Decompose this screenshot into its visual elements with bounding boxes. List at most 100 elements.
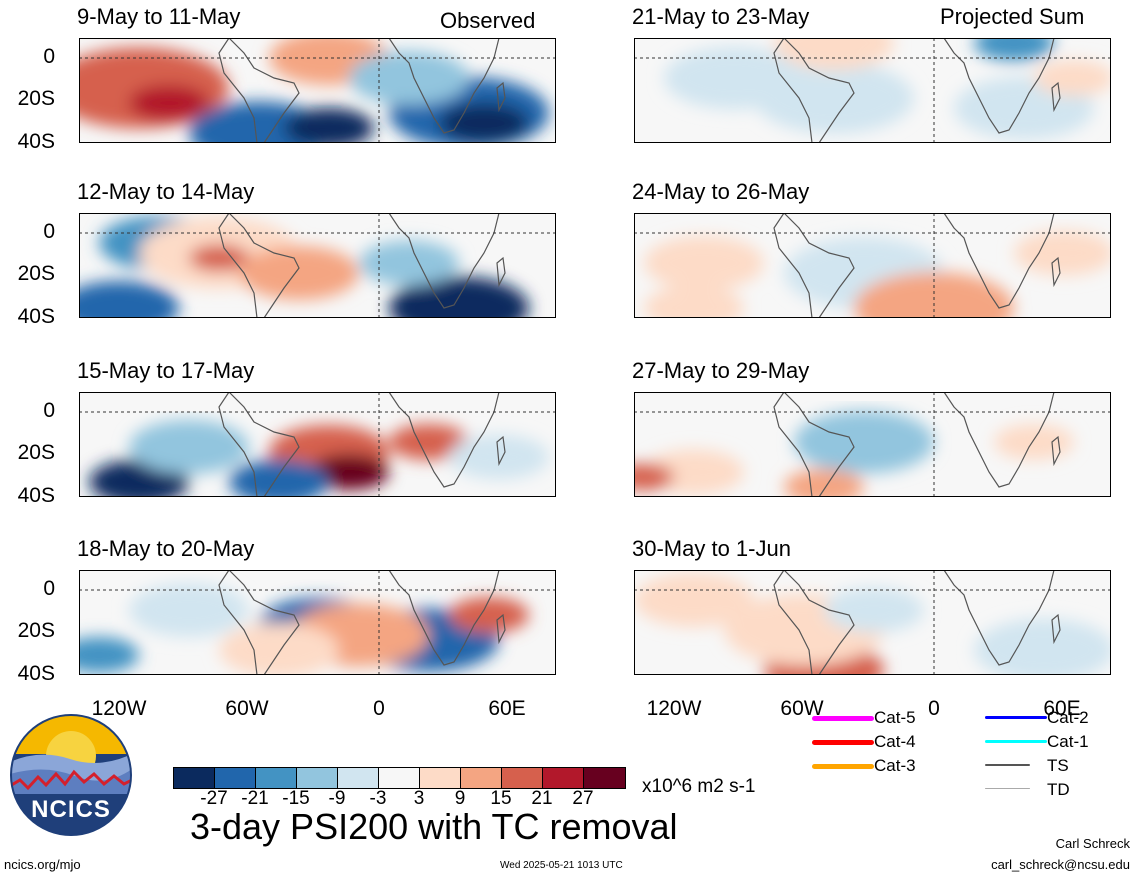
y-tick-label: 0	[43, 45, 55, 68]
anomaly-contour	[634, 463, 674, 491]
map-panel	[79, 392, 556, 497]
anomaly-contour	[974, 618, 1111, 675]
madagascar-coastline	[1051, 435, 1061, 467]
madagascar-coastline	[1051, 613, 1061, 645]
map-panel	[634, 213, 1111, 318]
footer-timestamp: Wed 2025-05-21 1013 UTC	[500, 860, 623, 871]
map-panel	[634, 392, 1111, 497]
madagascar-coastline	[496, 613, 506, 645]
anomaly-contour	[219, 623, 339, 675]
africa-coastline	[943, 392, 1055, 488]
anomaly-contour	[439, 102, 529, 143]
projected-header: Projected Sum	[940, 4, 1085, 29]
anomaly-contour	[1014, 230, 1111, 276]
colorbar-swatch	[379, 768, 420, 788]
tc-legend-swatch	[812, 764, 874, 769]
colorbar-swatch	[338, 768, 379, 788]
tc-legend-label: Cat-3	[874, 756, 916, 775]
ncics-logo[interactable]: NCICS	[10, 714, 132, 836]
anomaly-contour	[239, 246, 359, 300]
colorbar-tick-label: -27	[200, 788, 228, 809]
colorbar-tick-label: -21	[241, 788, 269, 809]
anomaly-contour	[309, 454, 389, 490]
footer-author: Carl Schreck	[1055, 836, 1130, 851]
tc-legend-label: Cat-1	[1047, 732, 1089, 751]
colorbar-swatch	[584, 768, 625, 788]
colorbar-swatch	[461, 768, 502, 788]
colorbar-tick-label: 3	[413, 788, 425, 809]
madagascar-coastline	[1051, 256, 1061, 288]
madagascar-coastline	[496, 256, 506, 288]
anomaly-contour	[974, 38, 1054, 61]
tc-legend-swatch	[812, 716, 874, 721]
anomaly-contour	[754, 62, 914, 134]
panel-title: 27-May to 29-May	[632, 358, 810, 383]
map-panel	[79, 570, 556, 675]
colorbar-tick-label: 21	[531, 788, 553, 809]
tc-legend-swatch	[985, 788, 1030, 789]
y-tick-label: 40S	[17, 662, 55, 685]
panel-title: 9-May to 11-May	[77, 4, 241, 29]
anomaly-contour	[774, 38, 894, 70]
y-tick-label: 40S	[17, 305, 55, 328]
panel-title: 24-May to 26-May	[632, 179, 810, 204]
anomaly-contour	[994, 424, 1074, 460]
figure-title: 3-day PSI200 with TC removal	[190, 806, 678, 847]
panel-title: 15-May to 17-May	[77, 358, 255, 383]
colorbar-swatch	[420, 768, 461, 788]
colorbar-tick-label: -9	[328, 788, 346, 809]
tc-legend-swatch	[812, 740, 874, 745]
footer-url[interactable]: ncics.org/mjo	[4, 857, 81, 872]
y-tick-label: 20S	[17, 619, 55, 642]
africa-coastline	[388, 213, 500, 309]
anomaly-contour	[389, 424, 469, 460]
tc-legend-label: TD	[1047, 780, 1070, 799]
x-tick-label: 60E	[1043, 697, 1081, 720]
psi-anomaly-map	[634, 570, 1111, 675]
madagascar-coastline	[496, 81, 506, 113]
anomaly-contour	[794, 410, 934, 474]
tc-legend-swatch	[985, 764, 1030, 766]
psi-anomaly-map	[79, 392, 556, 497]
psi-anomaly-map	[634, 38, 1111, 143]
anomaly-contour	[129, 85, 209, 121]
africa-coastline	[943, 570, 1055, 666]
map-panel	[79, 213, 556, 318]
x-tick-label: 120W	[91, 697, 147, 720]
anomaly-contour	[824, 587, 924, 633]
psi-anomaly-map	[634, 392, 1111, 497]
panel-title: 18-May to 20-May	[77, 536, 255, 561]
africa-coastline	[388, 392, 500, 488]
panel-title: 30-May to 1-Jun	[632, 536, 791, 561]
y-tick-label: 40S	[17, 484, 55, 507]
colorbar-tick-label: 27	[572, 788, 594, 809]
colorbar-units: x10^6 m2 s-1	[642, 776, 756, 797]
y-tick-label: 20S	[17, 441, 55, 464]
colorbar-tick-label: 9	[454, 788, 466, 809]
psi-anomaly-map	[634, 213, 1111, 318]
anomaly-contour	[634, 573, 754, 627]
colorbar-swatch	[215, 768, 256, 788]
madagascar-coastline	[496, 435, 506, 467]
anomaly-contour	[189, 244, 249, 272]
tc-legend-swatch	[985, 716, 1047, 719]
anomaly-contour	[784, 469, 864, 497]
x-tick-label: 0	[373, 697, 385, 720]
anomaly-contour	[449, 597, 529, 633]
africa-coastline	[943, 38, 1055, 134]
footer-email: carl_schreck@ncsu.edu	[991, 857, 1130, 872]
anomaly-contour	[79, 281, 179, 318]
anomaly-contour	[854, 272, 1014, 318]
colorbar-tick-label: -3	[369, 788, 387, 809]
anomaly-contour	[229, 459, 329, 497]
y-tick-label: 20S	[17, 262, 55, 285]
x-tick-label: 60W	[780, 697, 824, 720]
psi-anomaly-map	[79, 570, 556, 675]
africa-coastline	[388, 570, 500, 666]
colorbar-swatch	[502, 768, 543, 788]
y-tick-label: 0	[43, 399, 55, 422]
x-tick-label: 60W	[225, 697, 269, 720]
anomaly-contour	[79, 637, 139, 673]
anomaly-contour	[359, 240, 459, 286]
psi-anomaly-map	[79, 38, 556, 143]
